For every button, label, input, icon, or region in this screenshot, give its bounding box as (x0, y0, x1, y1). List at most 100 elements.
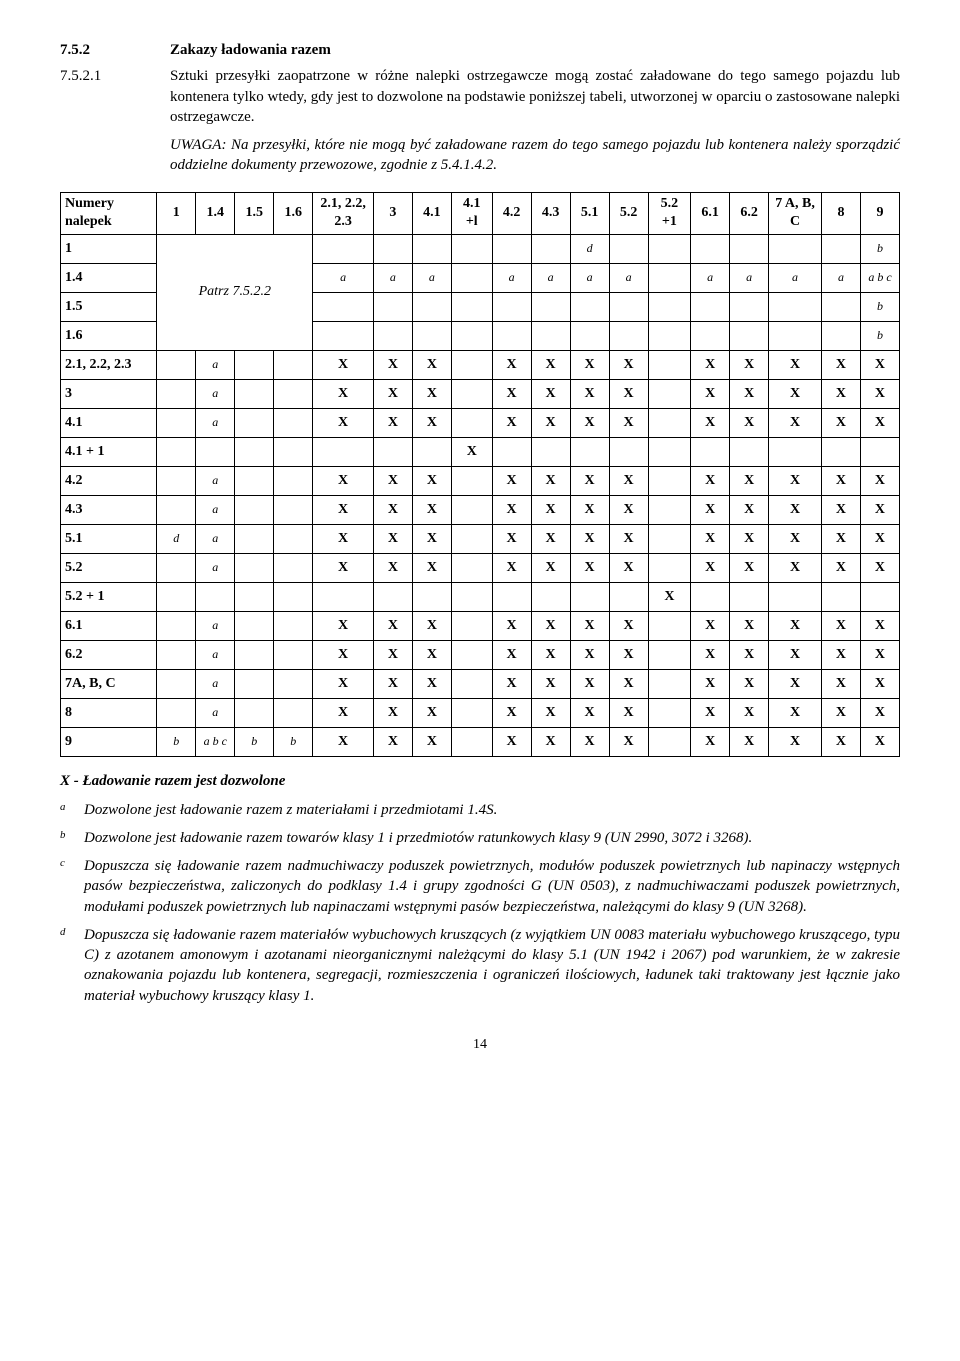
table-cell: X (492, 699, 531, 728)
table-row: 4.1 + 1X (61, 438, 900, 467)
table-cell (451, 380, 492, 409)
legend-line: a Dozwolone jest ładowanie razem z materi… (60, 800, 900, 820)
table-cell (769, 235, 822, 264)
table-cell (821, 322, 860, 351)
table-cell: a (196, 670, 235, 699)
legend-text: Dozwolone jest ładowanie razem towarów k… (84, 828, 752, 848)
table-cell: X (769, 496, 822, 525)
row-header: 4.3 (61, 496, 157, 525)
table-cell: X (769, 670, 822, 699)
table-cell: X (691, 554, 730, 583)
table-cell (648, 264, 691, 293)
table-cell (235, 438, 274, 467)
table-cell (235, 641, 274, 670)
table-cell: X (691, 728, 730, 757)
table-cell (373, 583, 412, 612)
table-cell (157, 612, 196, 641)
table-row: 3aXXXXXXXXXXXX (61, 380, 900, 409)
table-cell: X (373, 525, 412, 554)
table-cell: a (821, 264, 860, 293)
table-cell: X (531, 467, 570, 496)
table-cell: X (769, 525, 822, 554)
paragraph-row: 7.5.2.1 Sztuki przesyłki zaopatrzone w r… (60, 66, 900, 127)
table-cell (157, 641, 196, 670)
table-cell: a (769, 264, 822, 293)
table-cell: a (313, 264, 374, 293)
table-cell: X (691, 467, 730, 496)
legend-mark: b (60, 828, 74, 848)
table-cell: X (373, 467, 412, 496)
col-header: 6.2 (730, 192, 769, 235)
table-cell: a (196, 554, 235, 583)
table-cell (313, 583, 374, 612)
col-header: 7 A, B, C (769, 192, 822, 235)
table-cell: X (531, 351, 570, 380)
table-cell: b (860, 235, 899, 264)
table-cell: a (412, 264, 451, 293)
table-cell (157, 583, 196, 612)
table-cell (235, 699, 274, 728)
table-cell: X (492, 351, 531, 380)
table-row: 9ba b cbbXXXXXXXXXXXX (61, 728, 900, 757)
table-cell: X (412, 641, 451, 670)
table-cell: X (609, 554, 648, 583)
row-header: 6.1 (61, 612, 157, 641)
table-row: 5.2aXXXXXXXXXXXX (61, 554, 900, 583)
table-cell: a (196, 351, 235, 380)
table-cell (648, 380, 691, 409)
table-cell (648, 351, 691, 380)
table-cell (691, 438, 730, 467)
table-cell: X (492, 525, 531, 554)
table-cell: X (730, 699, 769, 728)
table-cell (691, 322, 730, 351)
table-cell: X (609, 728, 648, 757)
table-row: 8aXXXXXXXXXXXX (61, 699, 900, 728)
table-cell: a (373, 264, 412, 293)
table-cell (648, 322, 691, 351)
table-cell (451, 467, 492, 496)
table-cell: X (730, 409, 769, 438)
table-cell: X (769, 728, 822, 757)
table-cell (235, 409, 274, 438)
table-cell: b (860, 322, 899, 351)
table-cell: a (570, 264, 609, 293)
table-cell: X (492, 641, 531, 670)
col-header: 1 (157, 192, 196, 235)
table-cell: X (860, 641, 899, 670)
row-header: 1.6 (61, 322, 157, 351)
table-cell: b (235, 728, 274, 757)
table-cell: X (821, 699, 860, 728)
table-cell: X (691, 612, 730, 641)
table-cell (821, 438, 860, 467)
table-cell (157, 496, 196, 525)
table-cell (821, 583, 860, 612)
table-body: 1Patrz 7.5.2.2db1.4aaaaaaaaaaaa b c1.5b1… (61, 235, 900, 757)
table-cell: a (196, 641, 235, 670)
table-cell (196, 438, 235, 467)
table-row: 4.1aXXXXXXXXXXXX (61, 409, 900, 438)
table-cell (451, 699, 492, 728)
table-cell: X (570, 409, 609, 438)
table-cell (196, 583, 235, 612)
table-cell: X (860, 699, 899, 728)
table-cell (373, 438, 412, 467)
table-cell: X (730, 496, 769, 525)
table-cell: X (570, 496, 609, 525)
table-cell: X (412, 496, 451, 525)
table-cell (235, 351, 274, 380)
table-cell (531, 438, 570, 467)
col-header: 9 (860, 192, 899, 235)
table-cell: X (373, 351, 412, 380)
table-cell: X (412, 525, 451, 554)
table-cell: a (196, 612, 235, 641)
table-cell: X (570, 525, 609, 554)
page-number: 14 (60, 1036, 900, 1055)
table-cell (235, 670, 274, 699)
legend-mark: a (60, 800, 74, 820)
table-cell (648, 641, 691, 670)
table-cell: X (451, 438, 492, 467)
table-cell: X (730, 380, 769, 409)
section-title: Zakazy ładowania razem (170, 40, 331, 60)
legend-text: Dozwolone jest ładowanie razem z materia… (84, 800, 497, 820)
table-cell: X (570, 728, 609, 757)
